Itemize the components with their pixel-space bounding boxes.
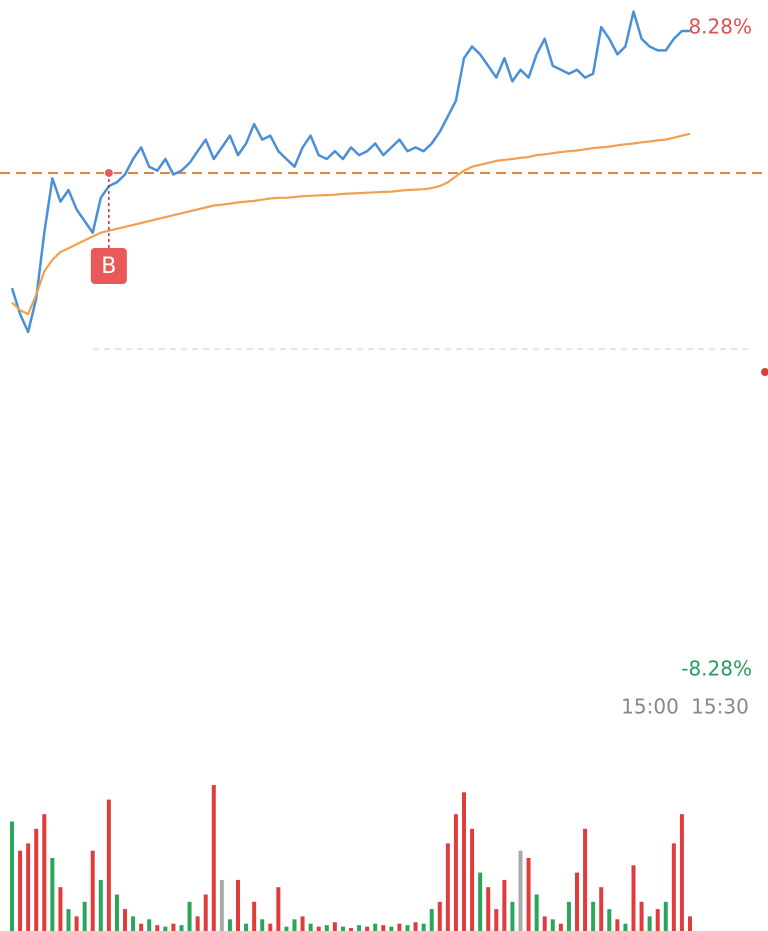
volume-bar [357,925,362,931]
volume-bar [575,872,579,931]
volume-bar [203,894,208,931]
volume-bar [42,814,47,931]
volume-bar [18,850,23,931]
volume-bar [607,909,612,931]
x-label: 15:00 [621,695,679,719]
volume-bar [211,785,216,931]
volume-bar [663,901,668,931]
volume-bar [66,909,71,931]
volume-bar [542,916,547,931]
y-tick-label: -8.28% [681,657,752,681]
volume-bar [244,923,249,931]
volume-bar [671,843,676,931]
volume-bar [292,919,297,931]
volume-bar [413,922,418,931]
volume-bar [518,850,523,931]
volume-bar [268,923,273,931]
volume-bar [494,909,499,931]
volume-bar [639,901,644,931]
volume-bar [50,858,55,931]
volume-bar [502,879,507,931]
volume-bar [373,923,378,931]
x-label: 15:30 [691,695,749,719]
volume-bar [599,887,604,931]
volume-bar [308,923,313,931]
volume-bar [486,887,491,931]
volume-bar [647,916,652,931]
volume-bar [566,901,571,931]
line-price [10,10,690,334]
volume-bar [688,916,692,931]
volume-bar [139,923,144,931]
volume-bar [227,919,232,931]
volume-bar [679,814,684,931]
volume-bar [478,872,483,931]
volume-bar [123,909,127,931]
volume-bar [276,887,281,931]
volume-bar [631,865,636,931]
volume-bar [219,879,224,931]
volume-bar [106,799,111,931]
volume-bar [405,925,410,931]
volume-bar [510,901,515,931]
volume-bar [300,916,305,931]
volume-bar [583,828,588,931]
volume-bar [82,901,87,931]
volume-bar [558,923,563,931]
marker-box [90,248,127,284]
volume-bar [195,916,200,931]
volume-bar [236,879,240,931]
volume-bar [171,923,176,931]
volume-bar [421,923,426,931]
volume-bar [429,909,434,931]
volume-bar [365,926,370,931]
volume-bar [324,925,329,931]
volume-bar [114,894,119,931]
volume-bar [10,821,14,931]
volume-bar [534,894,539,931]
edge-dot [761,368,768,376]
volume-bar [90,850,95,931]
volume-bar [316,926,321,931]
volume-bar [462,792,466,931]
volume-bar [187,901,192,931]
volume-bar [437,901,442,931]
volume-bar [615,919,620,931]
volume-bar [550,919,555,931]
volume-bar [591,901,596,931]
volume-bar [623,923,628,931]
volume-bar [389,926,394,931]
buy-point [103,167,114,178]
volume-bar [34,828,39,931]
volume-bar [284,926,289,931]
volume-bar [179,925,184,931]
volume-bar [349,928,353,931]
volume-bar [131,916,136,931]
volume-bar [163,926,168,931]
line-average [11,132,691,316]
volume-bar [470,828,475,931]
volume-bar [397,923,402,931]
volume-bar [26,843,31,931]
volume-bar [332,922,337,931]
volume-bar [155,925,160,931]
volume-bar [58,887,63,931]
volume-bar [74,916,79,931]
volume-bar [147,919,152,931]
volume-bar [340,926,345,931]
volume-bar [260,919,265,931]
volume-bar [381,925,386,931]
marker-label: B [101,254,116,279]
volume-bar [98,879,103,931]
volume-bar [655,909,660,931]
volume-bar [445,843,450,931]
volume-bar [453,814,458,931]
volume-bar [526,858,531,931]
y-tick-label: 8.28% [688,14,752,38]
volume-bar [252,901,257,931]
